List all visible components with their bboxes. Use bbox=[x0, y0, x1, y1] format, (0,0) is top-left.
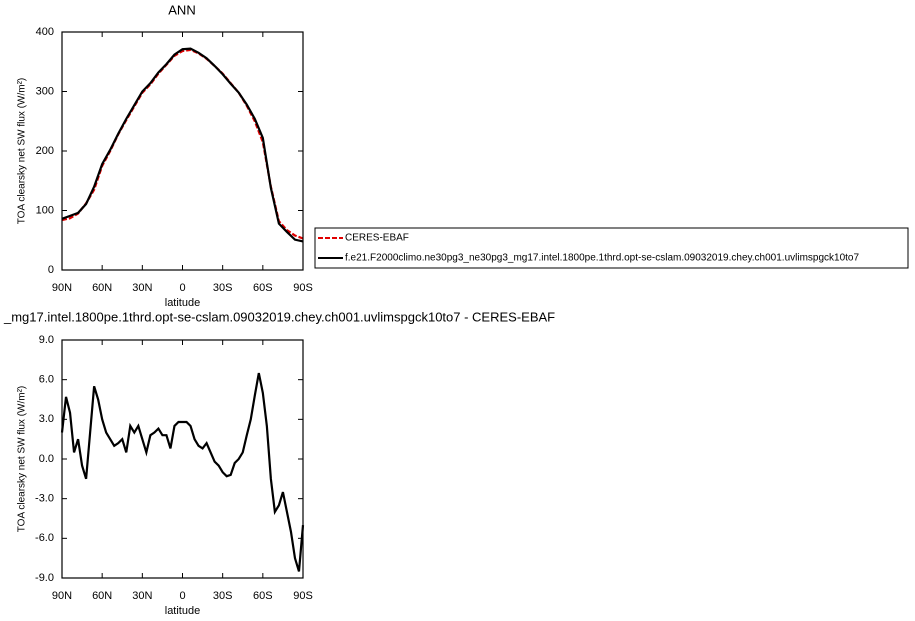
x-tick-label: 90N bbox=[52, 282, 72, 294]
y-tick-label: 400 bbox=[36, 26, 54, 38]
y-tick-label: -9.0 bbox=[35, 572, 54, 584]
x-tick-label: 60S bbox=[253, 282, 273, 294]
x-tick-label: 30S bbox=[213, 282, 233, 294]
x-tick-label: 0 bbox=[179, 282, 185, 294]
y-tick-label: 0 bbox=[48, 264, 54, 276]
y-tick-label: 6.0 bbox=[39, 374, 54, 386]
y-tick-label: 9.0 bbox=[39, 334, 54, 346]
legend-label: CERES-EBAF bbox=[345, 233, 409, 244]
chart-title: _mg17.intel.1800pe.1thrd.opt-se-cslam.09… bbox=[3, 309, 555, 324]
x-tick-label: 0 bbox=[179, 590, 185, 602]
chart-title: ANN bbox=[168, 2, 195, 17]
x-tick-label: 60N bbox=[92, 590, 112, 602]
x-tick-label: 30N bbox=[132, 282, 152, 294]
legend-box bbox=[314, 227, 909, 269]
y-tick-label: 200 bbox=[36, 145, 54, 157]
legend-label: f.e21.F2000climo.ne30pg3_ne30pg3_mg17.in… bbox=[345, 253, 859, 264]
y-tick-label: -6.0 bbox=[35, 532, 54, 544]
x-axis-label: latitude bbox=[165, 297, 200, 309]
x-tick-label: 90S bbox=[293, 590, 313, 602]
y-axis-label: TOA clearsky net SW flux (W/m²) bbox=[17, 386, 28, 533]
x-tick-label: 60N bbox=[92, 282, 112, 294]
x-axis-label: latitude bbox=[165, 605, 200, 617]
x-tick-label: 30N bbox=[132, 590, 152, 602]
y-tick-label: -3.0 bbox=[35, 493, 54, 505]
x-tick-label: 30S bbox=[213, 590, 233, 602]
data-line bbox=[61, 48, 304, 240]
plot-frame bbox=[61, 31, 304, 271]
y-tick-label: 0.0 bbox=[39, 453, 54, 465]
x-tick-label: 60S bbox=[253, 590, 273, 602]
x-tick-label: 90N bbox=[52, 590, 72, 602]
y-axis-label: TOA clearsky net SW flux (W/m²) bbox=[17, 78, 28, 225]
plot-frame bbox=[61, 339, 304, 579]
y-tick-label: 3.0 bbox=[39, 413, 54, 425]
x-tick-label: 90S bbox=[293, 282, 313, 294]
data-line bbox=[61, 47, 304, 243]
data-line bbox=[60, 372, 305, 572]
y-tick-label: 300 bbox=[36, 85, 54, 97]
y-tick-label: 100 bbox=[36, 204, 54, 216]
